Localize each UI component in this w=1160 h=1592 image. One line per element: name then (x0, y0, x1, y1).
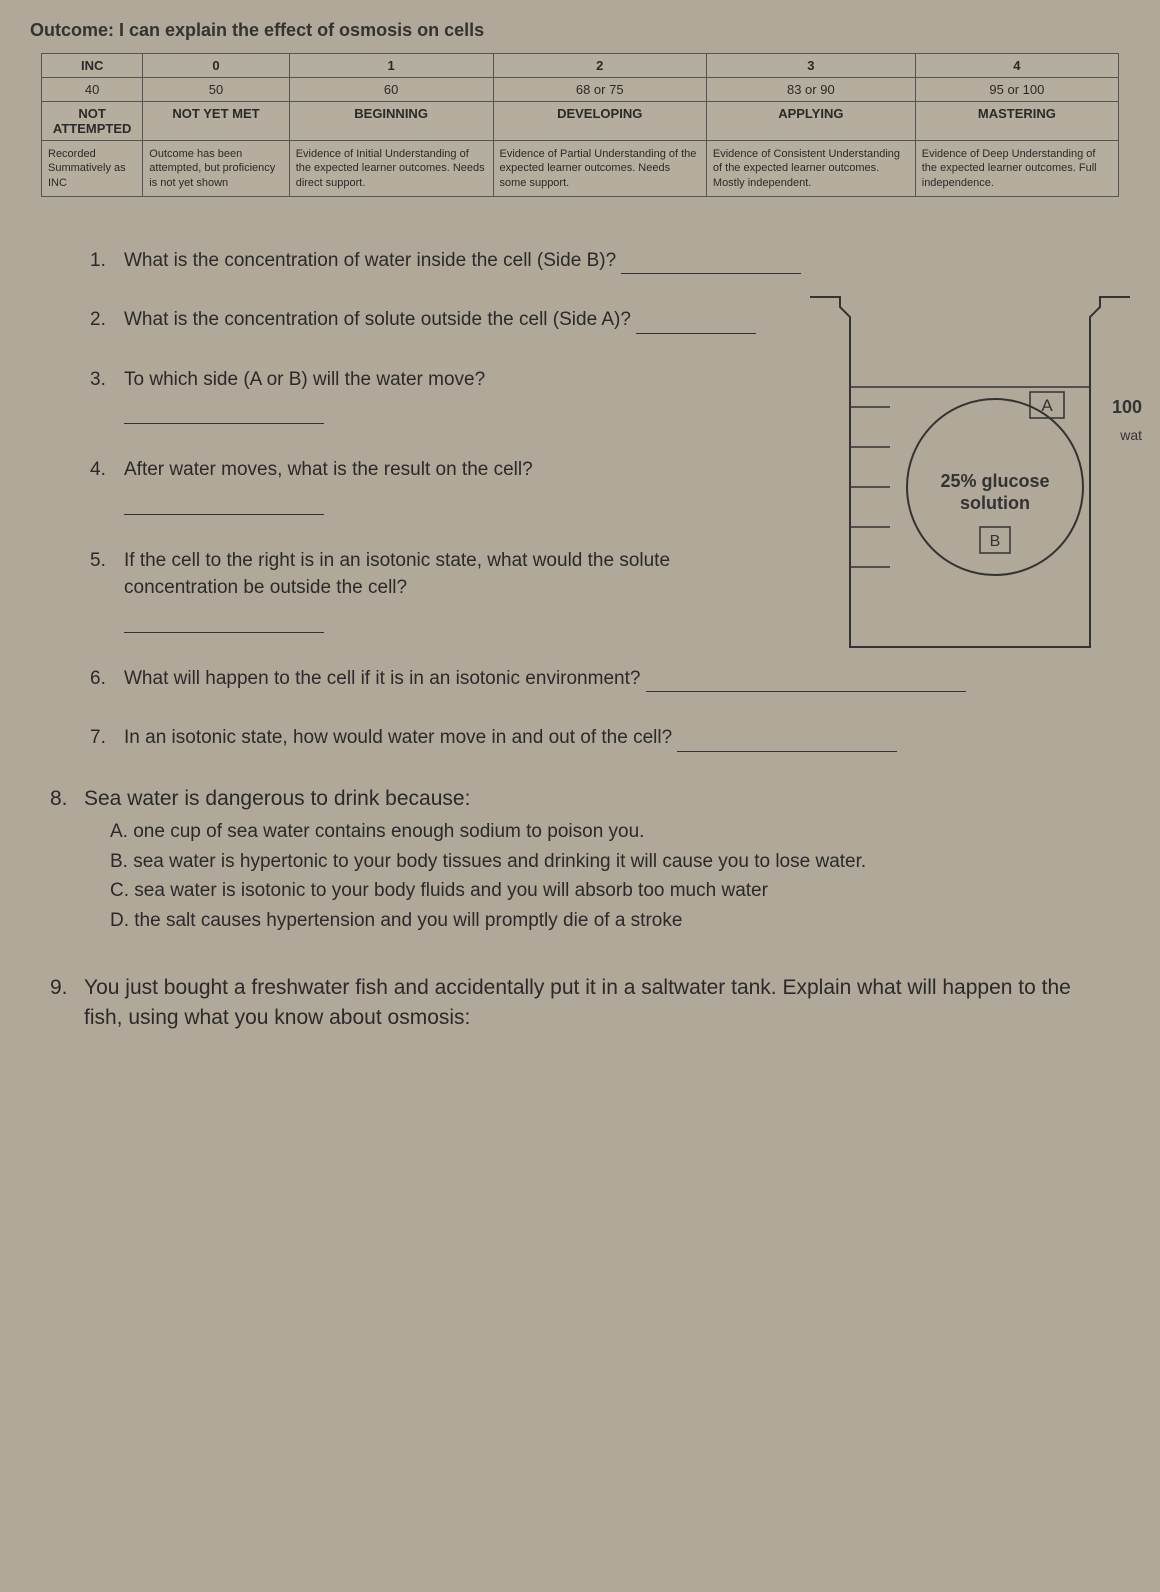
q-prompt: If the cell to the right is in an isoton… (124, 550, 670, 599)
table-row: 40 50 60 68 or 75 83 or 90 95 or 100 (42, 78, 1119, 102)
label-a-text: A (1041, 396, 1053, 415)
q-text: In an isotonic state, how would water mo… (124, 724, 1120, 752)
q-number: 1. (90, 247, 124, 275)
outside-water: wat (1120, 427, 1142, 443)
rubric-desc: Evidence of Consistent Understanding of … (706, 141, 915, 197)
rubric-score: 50 (143, 78, 289, 102)
rubric-desc: Evidence of Initial Understanding of the… (289, 141, 493, 197)
q-number: 9. (50, 973, 84, 1032)
rubric-label: NOT YET MET (143, 102, 289, 141)
rubric-side-text: Summatively as INC (48, 162, 126, 188)
q-number: 5. (90, 547, 124, 633)
table-row: Recorded Summatively as INC Outcome has … (42, 141, 1119, 197)
answer-blank[interactable] (124, 492, 324, 515)
mc-option-a[interactable]: A. one cup of sea water contains enough … (110, 819, 1104, 846)
rubric-header: 2 (493, 54, 706, 78)
rubric-score: 40 (42, 78, 143, 102)
beaker-svg: A 25% glucose solution B (800, 287, 1140, 687)
q-prompt: What is the concentration of water insid… (124, 250, 616, 271)
mc-option-c[interactable]: C. sea water is isotonic to your body fl… (110, 878, 1104, 905)
rubric-label: MASTERING (915, 102, 1118, 141)
rubric-desc: Evidence of Partial Understanding of the… (493, 141, 706, 197)
rubric-label: DEVELOPING (493, 102, 706, 141)
outcome-title: Outcome: I can explain the effect of osm… (30, 20, 1130, 41)
solution-text-2: solution (960, 493, 1030, 513)
q-prompt: Sea water is dangerous to drink because: (84, 787, 470, 810)
question-7: 7. In an isotonic state, how would water… (90, 724, 1120, 752)
rubric-desc: Outcome has been attempted, but proficie… (143, 141, 289, 197)
q-prompt: After water moves, what is the result on… (124, 459, 533, 480)
question-1: 1. What is the concentration of water in… (90, 247, 1120, 275)
question-9: 9. You just bought a freshwater fish and… (50, 973, 1120, 1032)
table-row: INC 0 1 2 3 4 (42, 54, 1119, 78)
q-number: 4. (90, 456, 124, 514)
answer-blank[interactable] (124, 610, 324, 633)
answer-blank[interactable] (636, 315, 756, 334)
rubric-label: BEGINNING (289, 102, 493, 141)
solution-text-1: 25% glucose (940, 471, 1049, 491)
q-number: 3. (90, 366, 124, 424)
rubric-score: 68 or 75 (493, 78, 706, 102)
rubric-score: 60 (289, 78, 493, 102)
outside-percent: 100 (1112, 397, 1142, 418)
rubric-side-text: Recorded (48, 148, 96, 160)
beaker-diagram: A 25% glucose solution B 100 wat (800, 287, 1140, 687)
rubric-header: 4 (915, 54, 1118, 78)
mc-option-b[interactable]: B. sea water is hypertonic to your body … (110, 849, 1104, 876)
q-prompt: To which side (A or B) will the water mo… (124, 369, 485, 390)
mc-option-d[interactable]: D. the salt causes hypertension and you … (110, 908, 1104, 935)
mc-options: A. one cup of sea water contains enough … (84, 819, 1104, 934)
rubric-desc: Evidence of Deep Understanding of the ex… (915, 141, 1118, 197)
table-row: NOT ATTEMPTED NOT YET MET BEGINNING DEVE… (42, 102, 1119, 141)
label-b-text: B (990, 533, 1001, 550)
answer-blank[interactable] (677, 733, 897, 752)
q-text: What is the concentration of water insid… (124, 247, 1120, 275)
rubric-header: INC (42, 54, 143, 78)
q-prompt: What will happen to the cell if it is in… (124, 668, 640, 689)
question-8: 8. Sea water is dangerous to drink becau… (50, 784, 1120, 938)
rubric-header: 3 (706, 54, 915, 78)
rubric-side: Recorded Summatively as INC (42, 141, 143, 197)
q-text: If the cell to the right is in an isoton… (124, 547, 704, 633)
questions-block: A 25% glucose solution B 100 wat 1. What… (30, 227, 1130, 1032)
answer-blank[interactable] (621, 255, 801, 274)
rubric-table: INC 0 1 2 3 4 40 50 60 68 or 75 83 or 90… (41, 53, 1119, 197)
q-number: 7. (90, 724, 124, 752)
q-number: 6. (90, 665, 124, 693)
q-text: You just bought a freshwater fish and ac… (84, 973, 1104, 1032)
rubric-label: NOT ATTEMPTED (42, 102, 143, 141)
rubric-score: 83 or 90 (706, 78, 915, 102)
q-prompt: What is the concentration of solute outs… (124, 309, 631, 330)
rubric-header: 1 (289, 54, 493, 78)
q-number: 8. (50, 784, 84, 938)
rubric-label: APPLYING (706, 102, 915, 141)
rubric-score: 95 or 100 (915, 78, 1118, 102)
q-text: Sea water is dangerous to drink because:… (84, 784, 1104, 938)
worksheet-paper: Outcome: I can explain the effect of osm… (0, 0, 1160, 1592)
rubric-header: 0 (143, 54, 289, 78)
q-prompt: In an isotonic state, how would water mo… (124, 727, 672, 748)
answer-blank[interactable] (124, 402, 324, 425)
q-number: 2. (90, 306, 124, 334)
